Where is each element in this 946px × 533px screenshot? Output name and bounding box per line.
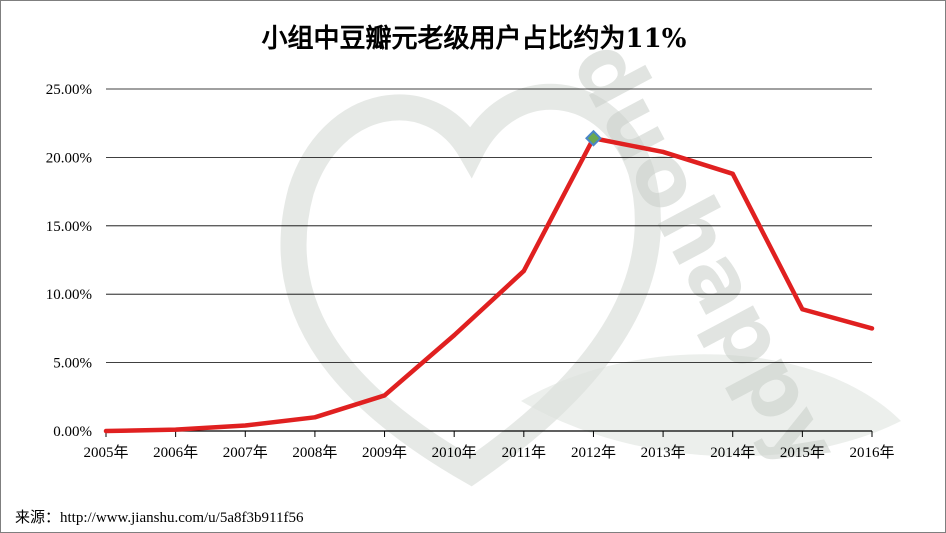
x-tick-label: 2008年 [292, 444, 337, 461]
data-point [800, 307, 805, 312]
x-tick-label: 2015年 [780, 444, 825, 461]
x-tick-label: 2005年 [83, 444, 128, 461]
y-tick-label: 10.00% [46, 287, 92, 303]
source-note: 来源：http://www.jianshu.com/u/5a8f3b911f56 [15, 509, 304, 526]
data-point [661, 149, 666, 154]
data-point [312, 415, 317, 420]
watermark: duohappy [280, 24, 901, 487]
data-point [521, 268, 526, 273]
data-point [382, 393, 387, 398]
x-tick-label: 2006年 [153, 444, 198, 461]
x-tick-label: 2016年 [849, 444, 894, 461]
data-point [870, 326, 874, 331]
x-axis-ticks: 2005年 2006年 2007年 2008年 2009年 2010年 2011年 2012年… [83, 431, 895, 461]
watermark-heart-shape [280, 83, 661, 487]
x-tick-label: 2011年 [502, 444, 546, 461]
y-tick-label: 20.00% [46, 150, 92, 166]
highlight-marker [585, 129, 602, 147]
y-axis-ticks: 0.00% 5.00% 10.00% 15.00% 20.00% 25.00% [46, 82, 92, 440]
x-tick-label: 2009年 [362, 444, 407, 461]
y-tick-label: 25.00% [46, 82, 92, 98]
data-point [173, 427, 178, 432]
y-tick-label: 0.00% [53, 424, 92, 440]
x-tick-label: 2014年 [710, 444, 755, 461]
x-tick-label: 2007年 [223, 444, 268, 461]
chart-title: 小组中豆瓣元老级用户占比约为11% [262, 23, 687, 54]
y-tick-label: 5.00% [53, 356, 92, 372]
x-tick-label: 2010年 [432, 444, 477, 461]
series-line [103, 135, 875, 434]
series-layer [103, 129, 875, 434]
x-tick-label: 2012年 [571, 444, 616, 461]
y-tick-label: 15.00% [46, 219, 92, 235]
data-point [243, 423, 248, 428]
data-point [452, 333, 457, 338]
x-tick-label: 2013年 [641, 444, 686, 461]
data-point [730, 171, 735, 176]
data-point [104, 429, 108, 433]
gridlines [106, 88, 872, 432]
